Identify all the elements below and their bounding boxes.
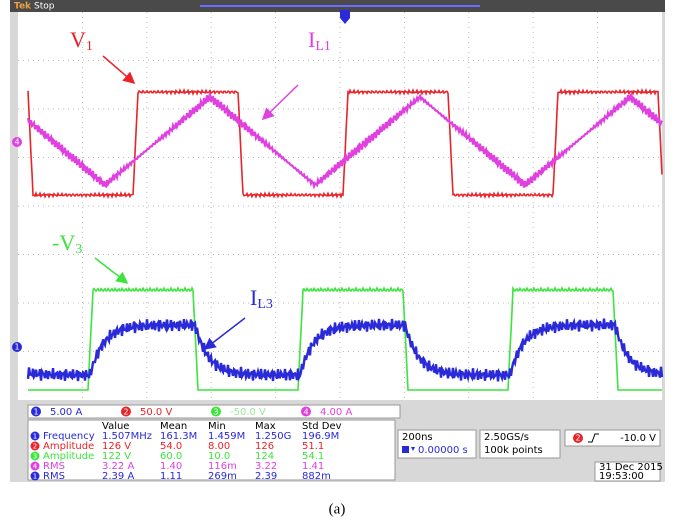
annotation-text: -V [52,230,75,255]
channel-number: 1 [33,473,37,481]
measurement-value: 882m [302,471,331,482]
trigger-level: -10.0 V [620,433,656,444]
channel-number: 4 [33,463,38,471]
sample-rate: 2.50GS/s [484,432,529,443]
annotation-text: I [308,27,315,52]
channel-number: 1 [33,433,37,441]
oscilloscope-screenshot: Tek Stop 4 1 V1 IL1 -V3 IL3 15.00 A250.0… [0,0,675,529]
status: Stop [34,2,55,12]
trace-marker-label: 1 [14,343,19,352]
channel-scale: 4.00 A [320,407,352,418]
channel-number: 2 [123,408,128,417]
measurement-value: 269m [208,471,237,482]
channel-number: 1 [33,408,38,417]
channel-scale: 5.00 A [50,407,82,418]
channel-scale: -50.0 V [230,407,266,418]
measurement-value: 2.39 A [102,471,134,482]
annotation-text: V [70,27,86,52]
channel-number: 2 [33,443,37,451]
trigger-channel: 2 [575,434,580,443]
channel-scale: 50.0 V [140,407,172,418]
time: 19:53:00 [599,471,644,482]
annotation-text: I [250,285,257,310]
timebase-position: 0.00000 s [418,445,468,456]
measurement-label: RMS [43,471,65,482]
caption: (a) [329,501,346,517]
annotation-sub: 1 [86,39,93,54]
trace-marker-label: 4 [14,138,19,147]
measurement-value: 2.39 [255,471,277,482]
time-icon [402,446,409,453]
graticule [18,12,662,400]
brand: Tek [14,2,32,12]
channel-number: 3 [33,453,37,461]
measurement-value: 1.11 [160,471,182,482]
timebase-scale: 200ns [402,432,433,443]
record-length: 100k points [484,445,543,456]
annotation-sub: 3 [75,242,82,257]
channel-number: 4 [303,408,308,417]
annotation-sub: L1 [315,39,331,54]
annotation-sub: L3 [257,297,273,312]
channel-number: 3 [213,408,218,417]
